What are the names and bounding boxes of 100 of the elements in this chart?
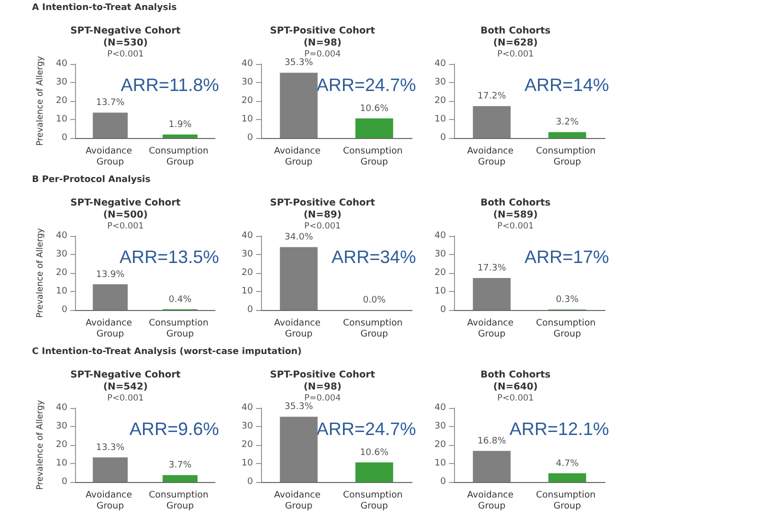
data-label: 13.9% bbox=[96, 270, 126, 280]
text: B Per-Protocol Analysis bbox=[32, 175, 151, 185]
x-tick-label: Consumption Group bbox=[536, 318, 598, 340]
y-tick-label: 30 bbox=[56, 250, 68, 260]
x-tick-label: Consumption Group bbox=[536, 146, 598, 168]
y-tick-label: 40 bbox=[434, 403, 446, 413]
data-label: 3.7% bbox=[168, 460, 192, 471]
y-tick-label: 10 bbox=[434, 114, 446, 124]
chart-title: SPT-Negative Cohort (N=500) bbox=[70, 198, 182, 220]
text: P<0.001 bbox=[497, 222, 534, 232]
chart-title: SPT-Positive Cohort (N=89) bbox=[270, 198, 376, 220]
y-tick-label: 40 bbox=[434, 231, 446, 241]
y-tick-label: 10 bbox=[56, 114, 68, 124]
y-tick-label: 0 bbox=[247, 133, 254, 143]
y-tick-label: 30 bbox=[242, 250, 254, 260]
data-label: 35.3% bbox=[284, 58, 314, 68]
text: P<0.001 bbox=[107, 394, 144, 404]
text: P<0.001 bbox=[304, 222, 341, 232]
chart-title: Both Cohorts (N=589) bbox=[480, 198, 551, 220]
chart-title: Both Cohorts (N=628) bbox=[480, 26, 551, 48]
data-label: 17.2% bbox=[477, 92, 506, 102]
annotation: ARR=34% bbox=[331, 247, 416, 267]
chart-title: SPT-Positive Cohort (N=98) bbox=[270, 26, 376, 48]
annotation: ARR=17% bbox=[524, 247, 610, 267]
text: A Intention-to-Treat Analysis bbox=[32, 3, 177, 13]
text: P=0.004 bbox=[304, 50, 341, 60]
y-tick-label: 20 bbox=[56, 96, 68, 106]
data-label: 10.6% bbox=[360, 104, 389, 114]
x-tick-label: Consumption Group bbox=[536, 490, 598, 512]
annotation: ARR=24.7% bbox=[316, 75, 416, 95]
y-tick-label: 10 bbox=[242, 114, 254, 124]
x-tick-label: Avoidance Group bbox=[86, 318, 135, 340]
data-label: 4.7% bbox=[556, 458, 580, 469]
data-label: 10.6% bbox=[360, 448, 389, 458]
text: P<0.001 bbox=[497, 394, 534, 404]
x-tick-label: Consumption Group bbox=[343, 146, 406, 168]
y-tick-label: 10 bbox=[242, 286, 254, 296]
data-label: 13.7% bbox=[96, 98, 126, 108]
y-tick-label: 40 bbox=[242, 231, 254, 241]
y-tick-label: 30 bbox=[434, 422, 446, 432]
y-axis-title: Prevalence of Allergy bbox=[36, 56, 46, 146]
x-tick-label: Avoidance Group bbox=[274, 318, 324, 340]
y-tick-label: 0 bbox=[62, 477, 68, 487]
y-tick-label: 40 bbox=[434, 59, 446, 69]
annotation: ARR=9.6% bbox=[129, 419, 220, 439]
x-tick-label: Avoidance Group bbox=[467, 490, 516, 512]
data-label: 0.0% bbox=[362, 296, 386, 306]
chart-title: SPT-Negative Cohort (N=530) bbox=[70, 26, 182, 48]
y-tick-label: 30 bbox=[56, 78, 68, 88]
x-tick-label: Consumption Group bbox=[343, 490, 406, 512]
annotation: ARR=13.5% bbox=[119, 247, 220, 267]
chart-title: Both Cohorts (N=640) bbox=[480, 370, 551, 392]
y-tick-label: 40 bbox=[56, 59, 68, 69]
x-tick-label: Consumption Group bbox=[343, 318, 406, 340]
text: P<0.001 bbox=[107, 50, 144, 60]
y-axis-title: Prevalence of Allergy bbox=[36, 400, 46, 490]
x-tick-label: Avoidance Group bbox=[274, 146, 324, 168]
annotation: ARR=12.1% bbox=[509, 419, 610, 439]
y-tick-label: 20 bbox=[434, 268, 446, 278]
data-label: 13.3% bbox=[96, 442, 126, 453]
annotation: ARR=11.8% bbox=[120, 75, 219, 95]
text: P=0.004 bbox=[304, 394, 341, 404]
x-tick-label: Avoidance Group bbox=[86, 146, 135, 168]
y-tick-label: 30 bbox=[242, 78, 254, 88]
data-label: 1.9% bbox=[168, 120, 192, 130]
data-label: 16.8% bbox=[477, 436, 506, 446]
y-tick-label: 20 bbox=[242, 440, 254, 450]
annotation: ARR=14% bbox=[524, 75, 610, 95]
y-tick-label: 20 bbox=[434, 96, 446, 106]
data-label: 3.2% bbox=[556, 118, 580, 128]
data-label: 17.3% bbox=[477, 263, 506, 274]
y-tick-label: 20 bbox=[242, 268, 254, 278]
y-axis-title: Prevalence of Allergy bbox=[36, 228, 46, 318]
x-tick-label: Avoidance Group bbox=[274, 490, 324, 512]
x-tick-label: Consumption Group bbox=[148, 146, 212, 168]
y-tick-label: 40 bbox=[242, 59, 254, 69]
data-label: 35.3% bbox=[284, 402, 314, 412]
y-tick-label: 10 bbox=[242, 458, 254, 468]
y-tick-label: 40 bbox=[56, 403, 68, 413]
text: C Intention-to-Treat Analysis (worst-case imputation) bbox=[32, 347, 302, 357]
y-tick-label: 0 bbox=[62, 305, 68, 315]
annotation: ARR=24.7% bbox=[316, 419, 416, 439]
y-tick-label: 40 bbox=[56, 231, 68, 241]
y-tick-label: 0 bbox=[440, 477, 446, 487]
y-tick-label: 0 bbox=[440, 133, 446, 143]
y-tick-label: 20 bbox=[434, 440, 446, 450]
y-tick-label: 0 bbox=[62, 133, 68, 143]
data-label: 34.0% bbox=[284, 232, 314, 243]
y-tick-label: 10 bbox=[434, 458, 446, 468]
y-tick-label: 40 bbox=[242, 403, 254, 413]
y-tick-label: 0 bbox=[247, 477, 254, 487]
y-tick-label: 0 bbox=[247, 305, 254, 315]
y-tick-label: 30 bbox=[434, 250, 446, 260]
y-tick-label: 0 bbox=[440, 305, 446, 315]
x-tick-label: Avoidance Group bbox=[467, 146, 516, 168]
y-tick-label: 10 bbox=[56, 458, 68, 468]
y-tick-label: 30 bbox=[242, 422, 254, 432]
y-tick-label: 20 bbox=[242, 96, 254, 106]
x-tick-label: Consumption Group bbox=[148, 318, 212, 340]
y-tick-label: 20 bbox=[56, 440, 68, 450]
